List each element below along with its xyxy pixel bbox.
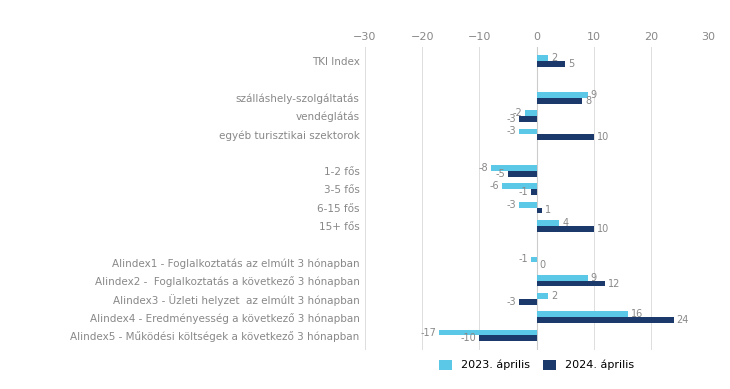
Bar <box>531 256 537 262</box>
Bar <box>537 293 548 299</box>
Text: -17: -17 <box>420 328 437 338</box>
Text: -8: -8 <box>478 163 488 173</box>
Text: -1: -1 <box>518 254 528 265</box>
Text: 9: 9 <box>591 90 597 100</box>
Text: 2: 2 <box>551 291 557 301</box>
Bar <box>537 220 559 226</box>
Bar <box>537 92 588 98</box>
Bar <box>439 329 537 335</box>
Bar <box>520 202 537 207</box>
Bar <box>520 299 537 305</box>
Bar <box>491 165 537 171</box>
Bar <box>502 183 537 189</box>
Bar <box>531 189 537 195</box>
Text: 16: 16 <box>631 309 643 319</box>
Bar <box>537 56 548 61</box>
Text: 10: 10 <box>596 224 609 234</box>
Bar <box>537 275 588 280</box>
Text: 10: 10 <box>596 132 609 142</box>
Text: -2: -2 <box>512 108 522 118</box>
Text: 2: 2 <box>551 53 557 63</box>
Text: 4: 4 <box>562 218 569 228</box>
Bar <box>537 135 593 140</box>
Text: -10: -10 <box>461 333 477 343</box>
Bar <box>537 226 593 232</box>
Text: -6: -6 <box>490 181 499 191</box>
Text: 5: 5 <box>568 59 575 69</box>
Text: -3: -3 <box>507 114 517 124</box>
Text: -3: -3 <box>507 126 517 137</box>
Text: -3: -3 <box>507 200 517 210</box>
Text: -1: -1 <box>518 187 528 197</box>
Text: -5: -5 <box>496 169 505 179</box>
Bar <box>537 98 583 104</box>
Bar <box>537 207 542 214</box>
Bar <box>520 116 537 122</box>
Text: 12: 12 <box>608 279 620 289</box>
Bar <box>520 129 537 135</box>
Text: 0: 0 <box>539 260 545 270</box>
Text: 9: 9 <box>591 273 597 283</box>
Legend: 2023. április, 2024. április: 2023. április, 2024. április <box>434 355 639 375</box>
Text: 24: 24 <box>677 315 689 325</box>
Bar <box>508 171 537 177</box>
Bar <box>537 317 674 323</box>
Bar <box>537 311 628 317</box>
Text: 1: 1 <box>545 205 551 216</box>
Bar <box>525 110 537 116</box>
Bar <box>537 61 565 67</box>
Text: -3: -3 <box>507 297 517 307</box>
Bar <box>537 280 605 286</box>
Bar <box>480 335 537 341</box>
Text: 8: 8 <box>585 96 591 106</box>
